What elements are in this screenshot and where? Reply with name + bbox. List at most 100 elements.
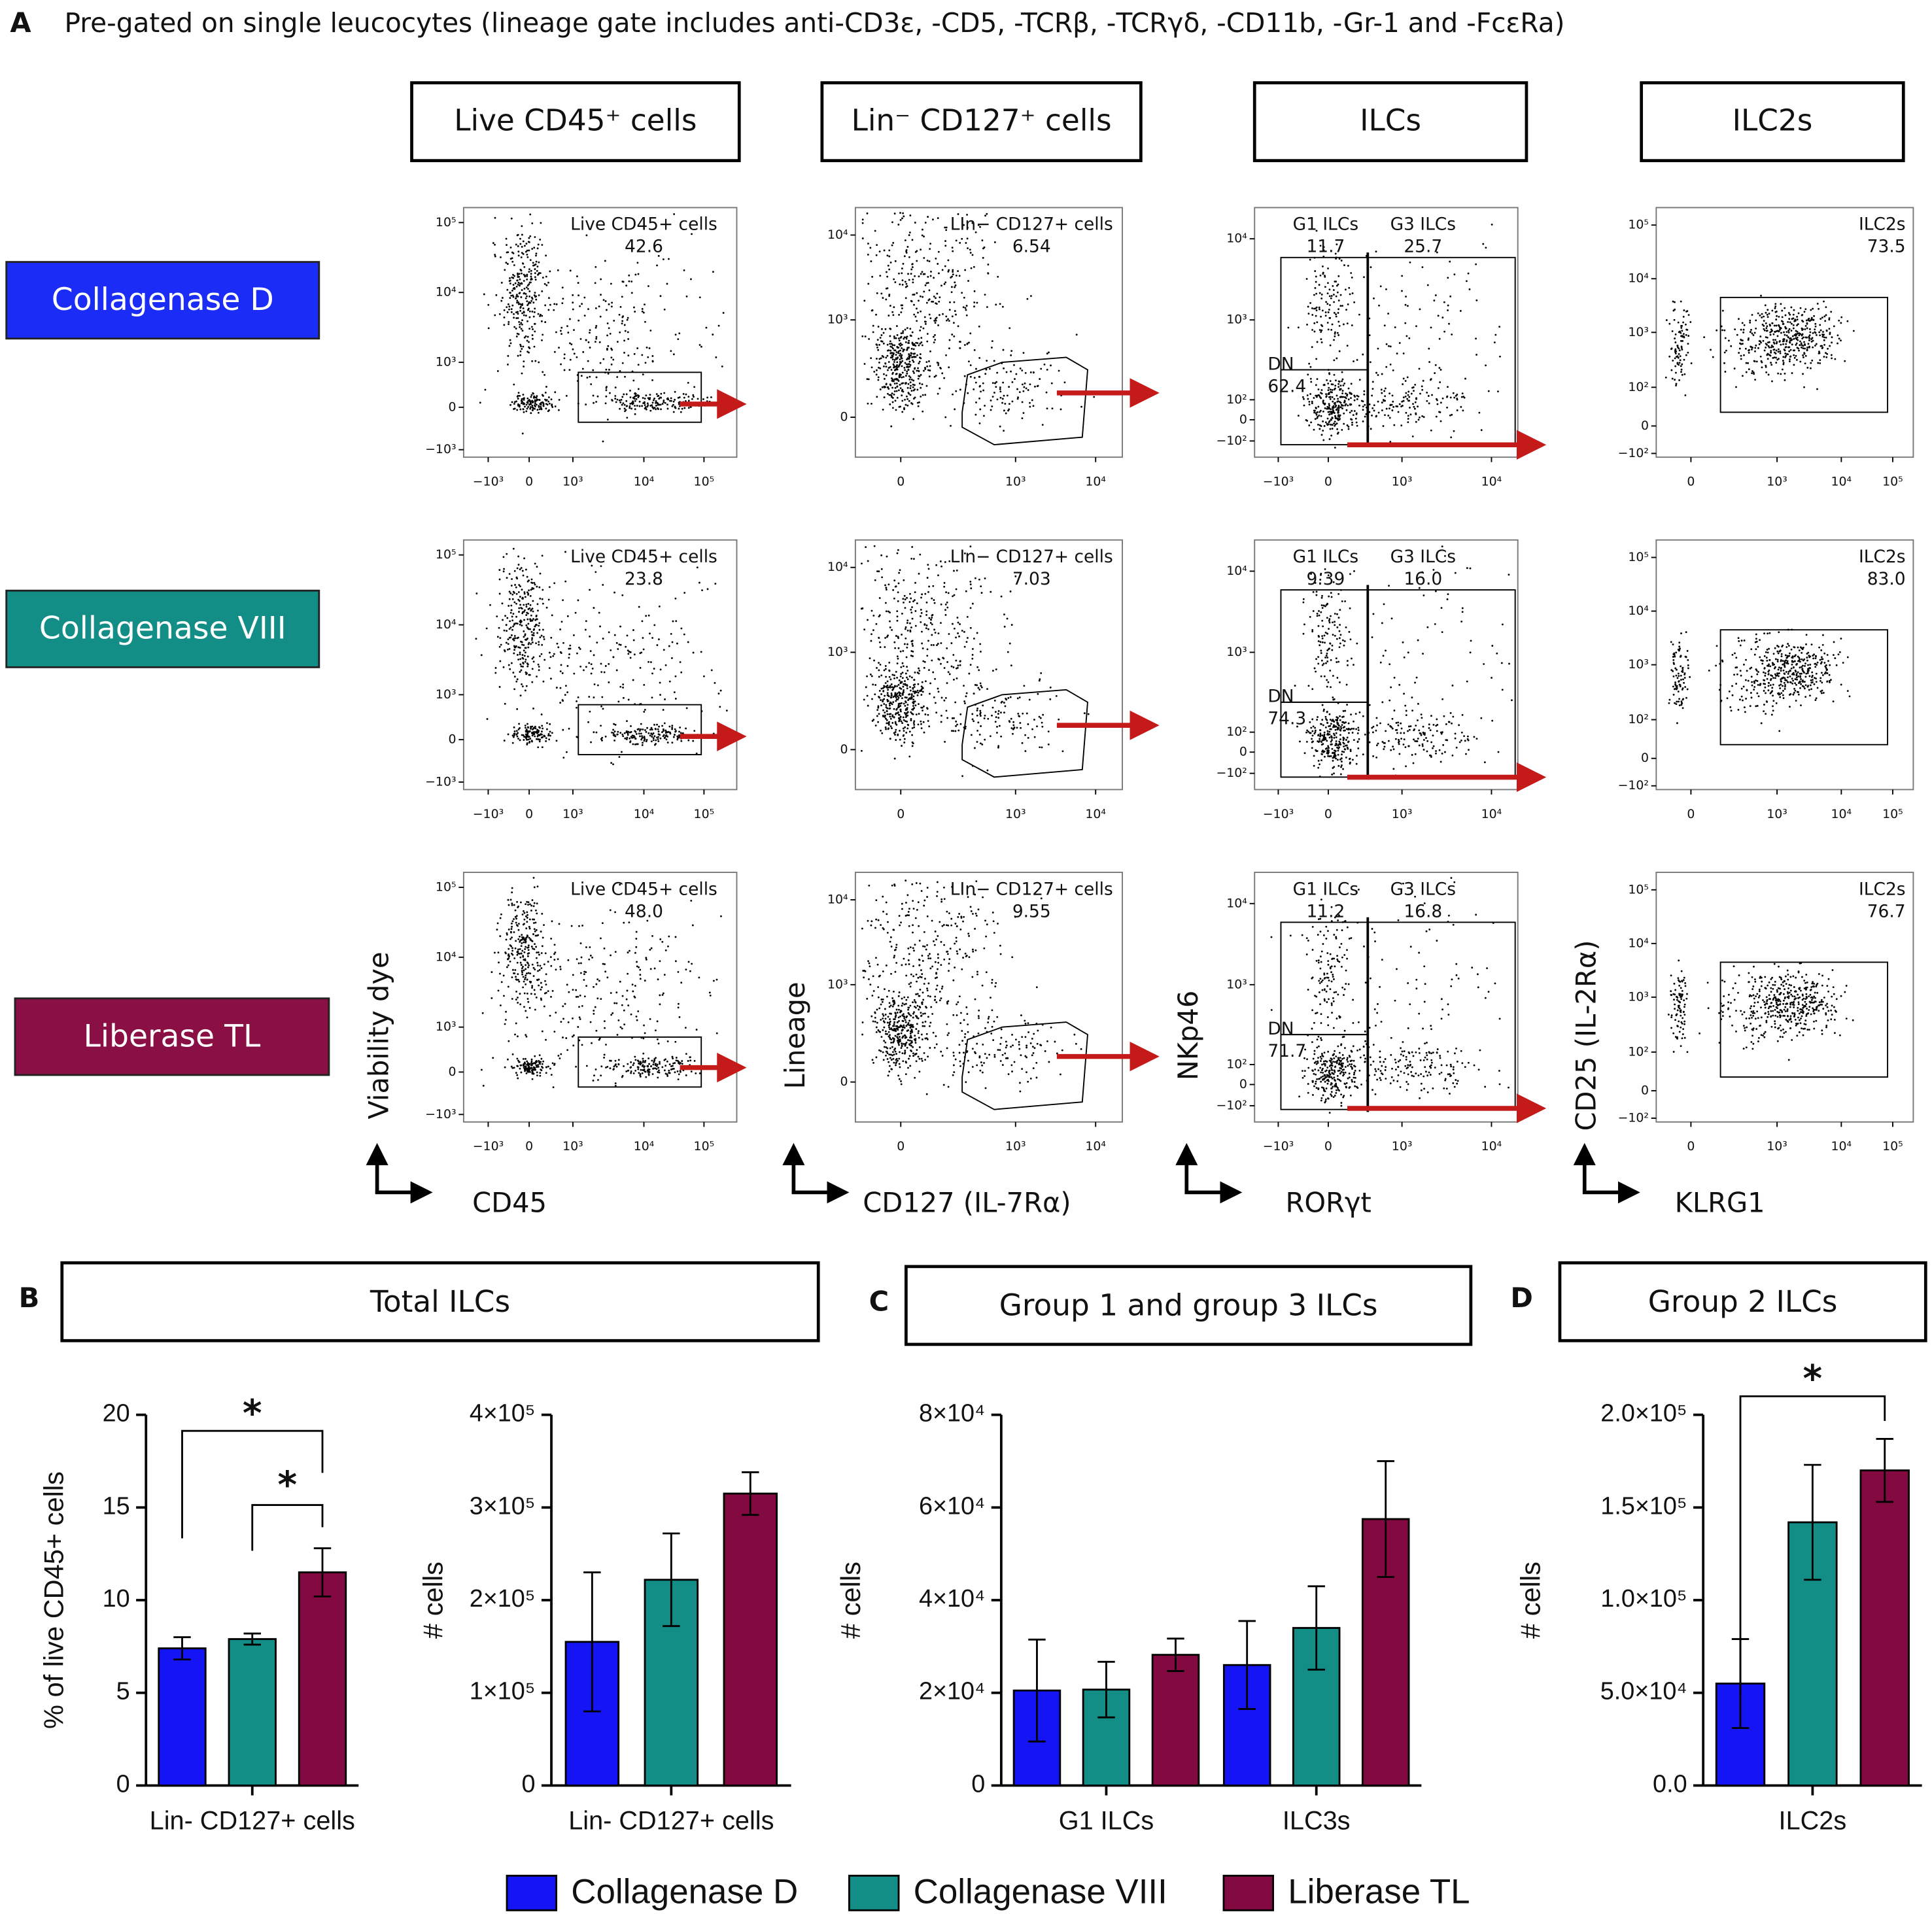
event-dot <box>577 282 579 284</box>
event-dot <box>1491 223 1493 226</box>
event-dot <box>526 397 529 400</box>
event-dot <box>527 623 530 625</box>
event-dot <box>513 601 516 604</box>
event-dot <box>1681 324 1683 327</box>
event-dot <box>1373 297 1375 299</box>
event-dot <box>1320 649 1322 652</box>
event-dot <box>579 305 581 307</box>
event-dot <box>1807 343 1810 345</box>
event-dot <box>897 698 899 701</box>
event-dot <box>1337 409 1340 411</box>
event-dot <box>511 634 513 636</box>
event-dot <box>1810 316 1813 319</box>
event-dot <box>576 736 578 738</box>
event-dot <box>906 714 909 717</box>
event-dot <box>1826 352 1829 355</box>
event-dot <box>866 675 869 677</box>
event-dot <box>910 273 912 275</box>
event-dot <box>1761 366 1763 369</box>
event-dot <box>1336 661 1338 663</box>
event-dot <box>1042 713 1044 716</box>
event-dot <box>534 407 536 410</box>
event-dot <box>867 619 869 621</box>
event-dot <box>1343 383 1346 385</box>
event-dot <box>1317 716 1319 718</box>
event-dot <box>625 738 628 740</box>
event-dot <box>1763 315 1765 318</box>
event-dot <box>992 670 994 672</box>
event-dot <box>1679 355 1682 358</box>
event-dot <box>893 708 895 710</box>
event-dot <box>893 393 895 396</box>
event-dot <box>553 303 556 305</box>
event-dot <box>980 592 983 594</box>
event-dot <box>525 604 528 606</box>
event-dot <box>1326 417 1329 420</box>
event-dot <box>1333 406 1335 409</box>
event-dot <box>1343 751 1345 753</box>
event-dot <box>878 614 881 617</box>
event-dot <box>529 259 532 262</box>
event-dot <box>595 325 598 327</box>
event-dot <box>685 393 687 396</box>
event-dot <box>513 326 516 328</box>
event-dot <box>918 369 920 372</box>
event-dot <box>988 367 991 370</box>
event-dot <box>971 602 974 605</box>
event-dot <box>1458 741 1461 743</box>
event-dot <box>1387 740 1390 742</box>
event-dot <box>912 655 914 657</box>
event-dot <box>1321 635 1324 638</box>
event-dot <box>1330 408 1332 411</box>
event-dot <box>655 404 657 407</box>
event-dot <box>887 634 889 637</box>
event-dot <box>1417 419 1420 421</box>
event-dot <box>1341 371 1343 373</box>
event-dot <box>1776 335 1779 337</box>
event-dot <box>623 393 625 396</box>
event-dot <box>1812 346 1814 349</box>
event-dot <box>621 594 624 596</box>
event-dot <box>909 622 911 624</box>
event-dot <box>941 269 944 271</box>
event-dot <box>894 281 897 283</box>
event-dot <box>1328 304 1331 306</box>
event-dot <box>959 388 961 391</box>
y-tick-label: 0 <box>1239 412 1247 426</box>
y-tick-label: 10⁵ <box>1628 218 1649 232</box>
event-dot <box>925 627 927 630</box>
event-dot <box>634 743 636 745</box>
event-dot <box>517 283 519 286</box>
event-dot <box>661 403 664 405</box>
event-dot <box>890 369 893 371</box>
event-dot <box>1315 412 1317 415</box>
event-dot <box>939 387 941 390</box>
event-dot <box>901 307 903 309</box>
event-dot <box>895 337 897 339</box>
event-dot <box>1357 729 1360 731</box>
event-dot <box>892 314 895 316</box>
event-dot <box>953 301 956 303</box>
event-dot <box>515 317 518 319</box>
event-dot <box>920 694 923 696</box>
event-dot <box>1368 403 1371 405</box>
event-dot <box>1030 295 1032 298</box>
event-dot <box>933 628 936 631</box>
event-dot <box>1674 337 1676 340</box>
event-dot <box>1793 364 1795 366</box>
event-dot <box>595 401 598 403</box>
event-dot <box>1808 337 1810 339</box>
event-dot <box>1766 325 1768 328</box>
event-dot <box>897 647 900 649</box>
event-dot <box>1825 329 1828 332</box>
event-dot <box>1448 322 1450 325</box>
event-dot <box>547 733 550 735</box>
event-dot <box>1305 731 1307 734</box>
event-dot <box>1721 329 1723 332</box>
event-dot <box>895 700 897 702</box>
event-dot <box>889 717 892 720</box>
event-dot <box>559 687 562 689</box>
event-dot <box>1322 410 1324 413</box>
event-dot <box>671 726 674 729</box>
event-dot <box>521 252 523 254</box>
